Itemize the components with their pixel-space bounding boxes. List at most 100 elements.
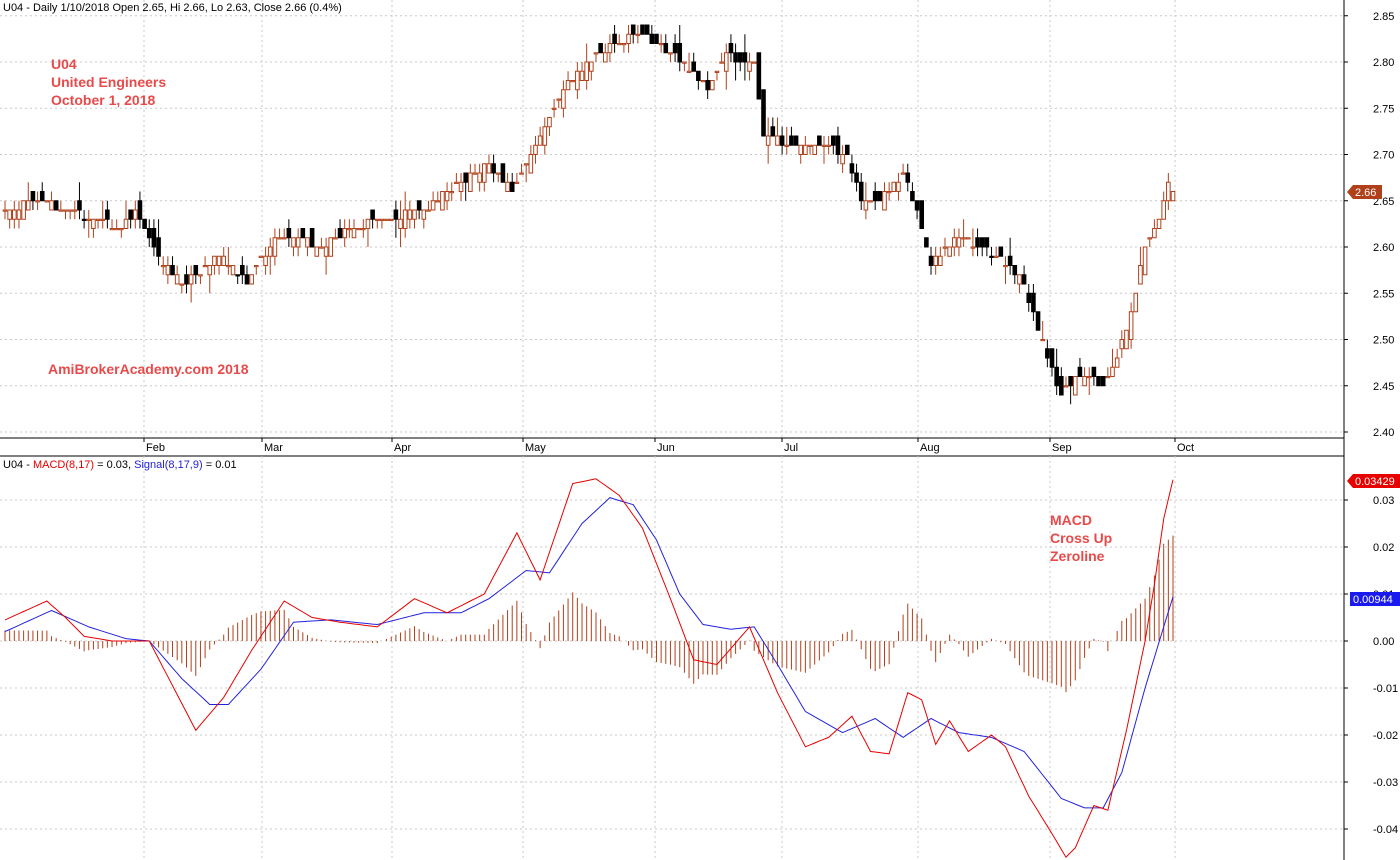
candle-183 [854,163,859,192]
candle-195 [910,182,915,202]
macd-note-line-2: Cross Up [1050,530,1112,546]
candle-body-91 [426,209,431,212]
candle-body-99 [463,172,468,183]
candle-193 [900,163,906,175]
candle-145 [677,25,683,72]
candle-120 [561,80,566,118]
candle-180 [840,145,845,173]
candle-body-111 [519,172,524,175]
candle-102 [477,163,482,192]
candle-body-144 [672,43,678,54]
candle-body-21 [100,218,106,221]
candle-114 [533,136,538,164]
month-label-7: Sep [1052,442,1072,454]
candle-136 [635,25,641,44]
candle-body-172 [803,144,808,155]
candle-126 [589,61,594,81]
candle-247 [1152,219,1157,239]
candle-99 [463,172,468,201]
candle-203 [947,246,952,257]
candle-body-223 [1040,339,1046,342]
candle-156 [728,34,734,62]
candle-117 [547,117,552,136]
candle-92 [430,191,436,211]
candle-body-214 [998,246,1004,257]
candle-64 [300,228,306,239]
candle-body-138 [644,24,650,35]
candle-196 [914,200,920,220]
candle-body-114 [533,144,538,155]
candle-122 [570,80,576,83]
candle-81 [379,218,385,229]
candle-1 [7,209,12,229]
price-tick-label-1: 2.45 [1373,381,1394,393]
candle-body-66 [309,228,315,248]
candle-body-64 [300,228,306,239]
candle-218 [1017,274,1022,294]
candle-body-59 [277,237,282,240]
candle-215 [1003,256,1008,284]
candle-90 [421,209,427,229]
candle-238 [1110,348,1115,377]
candle-body-202 [942,246,948,249]
candle-37 [174,265,180,285]
candle-body-31 [146,228,152,239]
candle-body-86 [402,209,408,229]
candle-74 [347,219,352,238]
candle-body-95 [444,191,450,202]
candle-191 [891,181,897,192]
candle-body-247 [1152,228,1157,239]
candle-189 [882,182,887,211]
candle-204 [951,228,957,257]
candle-body-201 [938,255,943,266]
candle-161 [751,61,757,64]
month-label-1: Mar [264,442,283,454]
candle-79 [370,209,375,229]
candle-body-125 [584,61,589,81]
candle-body-141 [658,43,664,46]
candle-body-234 [1091,366,1097,377]
candle-62 [291,237,296,257]
candle-208 [970,228,976,257]
candle-76 [356,228,361,231]
candle-body-57 [267,246,273,257]
candle-body-110 [514,181,520,184]
macd-line [4,478,1174,859]
candle-67 [314,246,320,257]
candle-166 [775,117,780,146]
candle-body-160 [747,61,752,72]
candle-209 [975,228,980,257]
candle-52 [244,265,250,285]
candle-body-166 [775,135,780,146]
candle-243 [1133,292,1139,313]
candle-body-133 [621,43,627,46]
candle-body-45 [212,255,217,266]
candle-body-238 [1110,366,1115,377]
candle-11 [53,200,59,211]
candle-body-208 [970,246,976,249]
candle-body-213 [993,255,999,258]
candle-body-3 [16,209,22,220]
candle-133 [621,43,627,53]
candle-body-145 [677,43,683,63]
candle-body-119 [556,98,562,101]
candle-body-6 [30,191,36,202]
month-label-2: Apr [394,442,411,454]
candle-89 [416,200,422,220]
candle-body-159 [742,52,748,63]
candle-55 [258,255,264,258]
candle-202 [942,237,948,257]
candle-34 [160,256,166,275]
candle-137 [640,24,645,35]
price-tick-label-2: 2.50 [1373,335,1394,347]
candle-body-175 [817,135,822,146]
candle-body-173 [807,144,813,147]
candle-body-189 [882,191,887,211]
candle-body-12 [58,209,64,212]
candle-181 [844,144,850,155]
candle-body-33 [156,237,161,257]
candle-100 [468,163,473,192]
candle-body-164 [765,135,771,146]
candle-body-71 [333,237,338,240]
macd-info-prefix: U04 - [3,459,33,471]
